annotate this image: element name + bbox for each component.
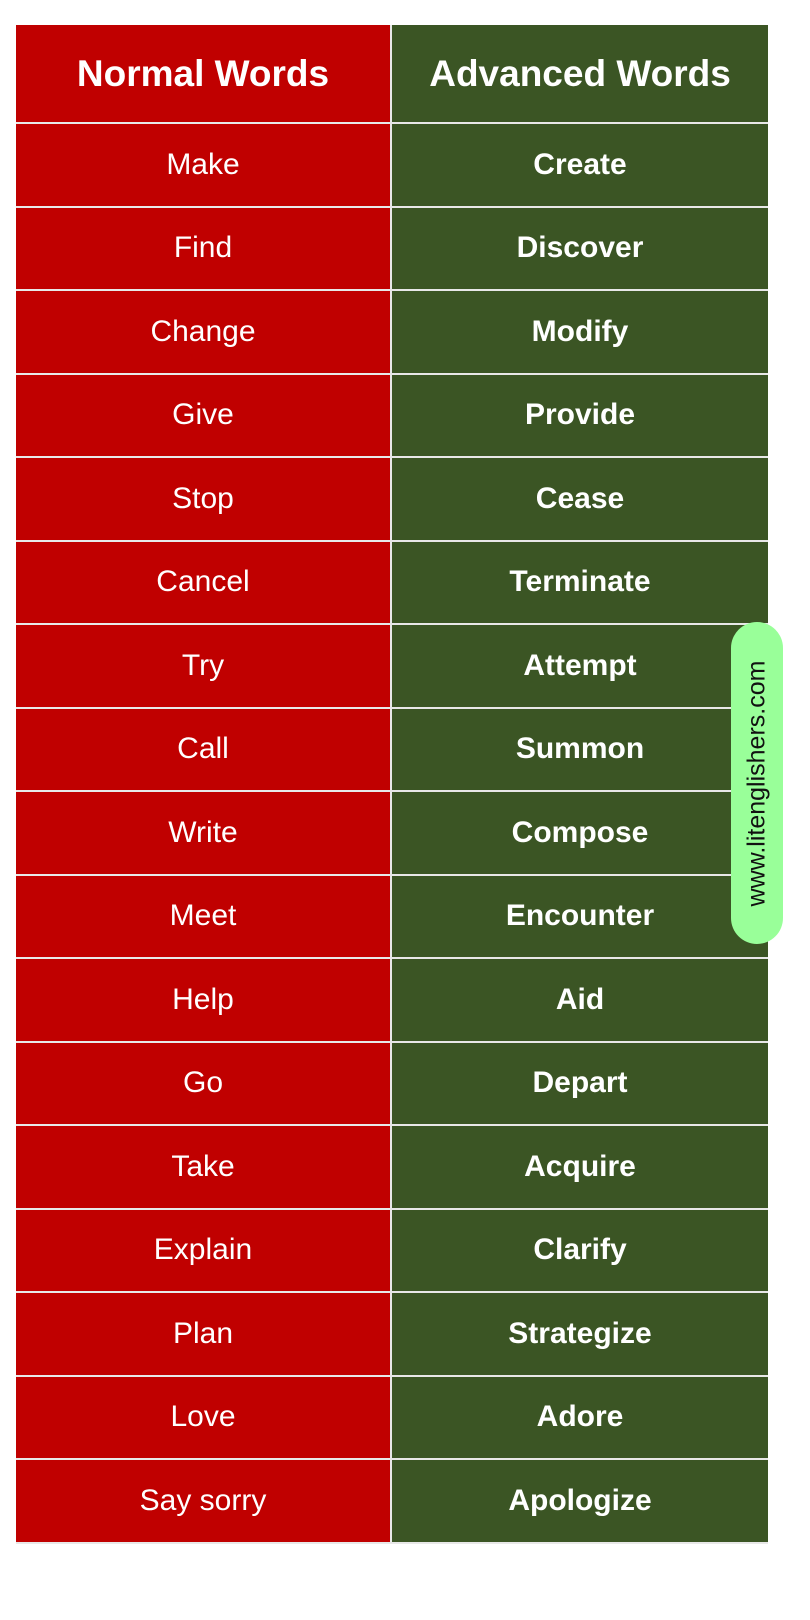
table-row: Explain Clarify bbox=[16, 1209, 768, 1293]
table-row: Change Modify bbox=[16, 291, 768, 375]
advanced-word-cell: Encounter bbox=[392, 875, 768, 957]
table-header: Normal Words Advanced Words bbox=[16, 25, 768, 124]
table-row: Stop Cease bbox=[16, 458, 768, 542]
advanced-word-cell: Compose bbox=[392, 792, 768, 874]
advanced-word-cell: Acquire bbox=[392, 1126, 768, 1208]
watermark-text: www.litenglishers.com bbox=[742, 660, 771, 906]
table-row: Go Depart bbox=[16, 1042, 768, 1126]
table-row: Give Provide bbox=[16, 374, 768, 458]
advanced-word-cell: Terminate bbox=[392, 541, 768, 623]
advanced-word-cell: Modify bbox=[392, 291, 768, 373]
normal-word-cell: Make bbox=[16, 124, 392, 206]
table-row: Plan Strategize bbox=[16, 1293, 768, 1377]
normal-word-cell: Meet bbox=[16, 875, 392, 957]
normal-word-cell: Help bbox=[16, 959, 392, 1041]
advanced-word-cell: Apologize bbox=[392, 1460, 768, 1542]
word-table: Normal Words Advanced Words Make Create Fi… bbox=[16, 25, 768, 1544]
advanced-word-cell: Clarify bbox=[392, 1209, 768, 1291]
table-row: Help Aid bbox=[16, 959, 768, 1043]
normal-word-cell: Stop bbox=[16, 458, 392, 540]
watermark-badge: www.litenglishers.com bbox=[731, 622, 783, 944]
table-row: Make Create bbox=[16, 124, 768, 208]
table-row: Say sorry Apologize bbox=[16, 1460, 768, 1544]
table-row: Call Summon bbox=[16, 708, 768, 792]
advanced-word-cell: Depart bbox=[392, 1042, 768, 1124]
normal-word-cell: Love bbox=[16, 1376, 392, 1458]
advanced-word-cell: Strategize bbox=[392, 1293, 768, 1375]
table-row: Love Adore bbox=[16, 1376, 768, 1460]
advanced-word-cell: Attempt bbox=[392, 625, 768, 707]
header-advanced-words: Advanced Words bbox=[392, 25, 768, 122]
table-row: Cancel Terminate bbox=[16, 541, 768, 625]
header-normal-words: Normal Words bbox=[16, 25, 392, 122]
normal-word-cell: Give bbox=[16, 374, 392, 456]
normal-word-cell: Take bbox=[16, 1126, 392, 1208]
normal-word-cell: Call bbox=[16, 708, 392, 790]
table-row: Find Discover bbox=[16, 207, 768, 291]
table-row: Take Acquire bbox=[16, 1126, 768, 1210]
normal-word-cell: Say sorry bbox=[16, 1460, 392, 1542]
advanced-word-cell: Adore bbox=[392, 1376, 768, 1458]
table-row: Meet Encounter bbox=[16, 875, 768, 959]
normal-word-cell: Write bbox=[16, 792, 392, 874]
normal-word-cell: Plan bbox=[16, 1293, 392, 1375]
normal-word-cell: Explain bbox=[16, 1209, 392, 1291]
advanced-word-cell: Provide bbox=[392, 374, 768, 456]
normal-word-cell: Go bbox=[16, 1042, 392, 1124]
advanced-word-cell: Create bbox=[392, 124, 768, 206]
normal-word-cell: Try bbox=[16, 625, 392, 707]
table-row: Write Compose bbox=[16, 792, 768, 876]
normal-word-cell: Cancel bbox=[16, 541, 392, 623]
advanced-word-cell: Aid bbox=[392, 959, 768, 1041]
advanced-word-cell: Discover bbox=[392, 207, 768, 289]
normal-word-cell: Find bbox=[16, 207, 392, 289]
advanced-word-cell: Summon bbox=[392, 708, 768, 790]
advanced-word-cell: Cease bbox=[392, 458, 768, 540]
normal-word-cell: Change bbox=[16, 291, 392, 373]
table-row: Try Attempt bbox=[16, 625, 768, 709]
